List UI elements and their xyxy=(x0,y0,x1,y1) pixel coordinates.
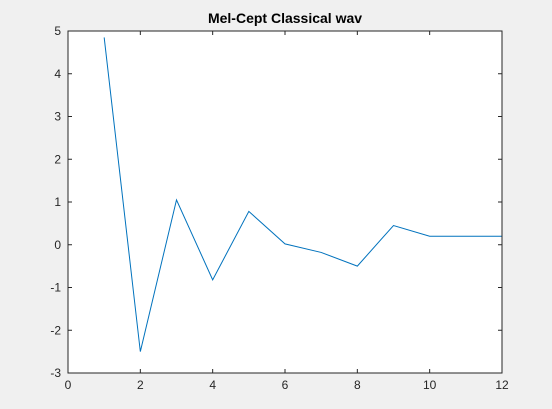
y-tick-label: -3 xyxy=(50,366,61,380)
chart-title: Mel-Cept Classical wav xyxy=(208,10,362,26)
y-tick-label: 4 xyxy=(54,67,61,81)
y-tick-label: 3 xyxy=(54,110,61,124)
x-tick-label: 12 xyxy=(495,378,509,392)
x-tick-label: 4 xyxy=(209,378,216,392)
y-tick-label: -1 xyxy=(50,281,61,295)
y-tick-label: 2 xyxy=(54,152,61,166)
x-tick-label: 8 xyxy=(354,378,361,392)
series-line xyxy=(103,37,502,352)
y-tick-label: 5 xyxy=(54,24,61,38)
y-tick-label: -2 xyxy=(50,323,61,337)
x-tick-label: 0 xyxy=(65,378,72,392)
x-tick-label: 6 xyxy=(282,378,289,392)
y-tick-label: 1 xyxy=(54,195,61,209)
axes-area xyxy=(68,31,502,373)
x-tick-label: 2 xyxy=(137,378,144,392)
y-tick-label: 0 xyxy=(54,238,61,252)
x-tick-label: 10 xyxy=(423,378,437,392)
